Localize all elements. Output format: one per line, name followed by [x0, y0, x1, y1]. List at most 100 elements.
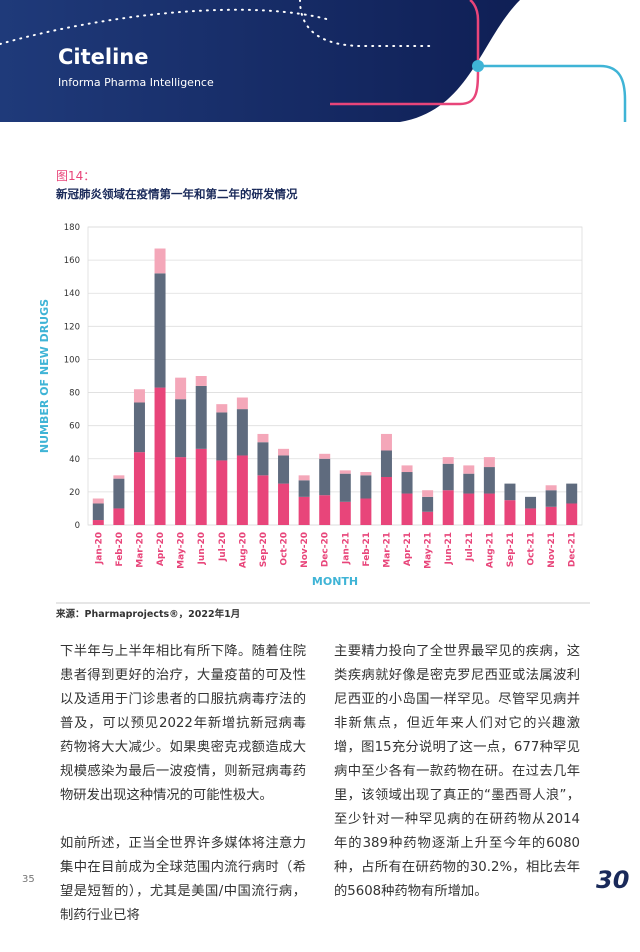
bar-segment [360, 498, 372, 525]
bar-segment [195, 376, 207, 386]
x-tick-label: May-21 [424, 532, 434, 569]
x-tick-label: Oct-20 [280, 532, 290, 566]
paragraph: 如前所述，正当全世界许多媒体将注意力集中在目前成为全球范围内流行病时（希望是短暂… [60, 836, 306, 923]
y-tick-label: 140 [64, 289, 80, 299]
bar-segment [483, 457, 495, 468]
tagline: Informa Pharma Intelligence [58, 76, 214, 89]
bar-segment [175, 457, 187, 525]
bar-segment [566, 483, 578, 504]
bar-segment [442, 463, 454, 491]
bar-segment [339, 473, 351, 502]
bar-segment [319, 458, 331, 496]
x-tick-label: Jan-20 [94, 532, 104, 565]
x-tick-label: Dec-20 [321, 532, 331, 567]
bar-segment [298, 496, 310, 525]
bar-segment [463, 473, 475, 494]
bar-segment [216, 404, 228, 413]
y-tick-label: 160 [64, 256, 80, 266]
page-graphics: Citeline Informa Pharma Intelligence 图14… [0, 0, 629, 894]
x-tick-label: Feb-21 [362, 532, 372, 567]
bar-segment [175, 377, 187, 400]
x-tick-label: May-20 [177, 532, 187, 569]
y-tick-label: 100 [64, 355, 80, 365]
x-tick-label: Nov-21 [547, 532, 557, 568]
bar-segment [154, 387, 166, 525]
y-tick-label: 40 [69, 455, 80, 465]
x-tick-label: Apr-20 [156, 532, 166, 566]
bar-segment [545, 490, 557, 507]
bar-segment [113, 478, 125, 509]
chart: 0 20 40 60 80 100 120 140 160 180 Jan-20 Feb-20 Mar-… [64, 223, 583, 569]
y-tick-label: 20 [69, 488, 80, 498]
x-tick-label: Sep-20 [259, 532, 269, 567]
bar-segment [442, 490, 454, 525]
bar-segment [133, 402, 145, 453]
bar-segment [463, 465, 475, 474]
bar-segment [278, 483, 290, 525]
bar-segment [298, 480, 310, 497]
bar-segment [113, 475, 125, 479]
bar-segment [216, 412, 228, 461]
bar-segment [360, 472, 372, 476]
bar-segment [545, 506, 557, 525]
bar-segment [216, 460, 228, 525]
y-tick-label: 180 [64, 223, 80, 233]
bar-segment [236, 397, 248, 410]
bar-segment [380, 476, 392, 525]
bar-segment [278, 448, 290, 456]
y-tick-label: 120 [64, 322, 80, 332]
bar-segment [113, 508, 125, 525]
bar-segment [422, 496, 434, 512]
bar-segment [360, 475, 372, 499]
x-tick-label: Jun-21 [444, 532, 454, 565]
left-column: 下半年与上半年相比有所下降。随着住院患者得到更好的治疗，大量疫苗的可及性以及适用… [60, 640, 306, 952]
bar-segment [401, 493, 413, 525]
bar-segment [133, 389, 145, 403]
bar-segment [278, 455, 290, 484]
x-tick-label: Mar-20 [135, 532, 145, 568]
x-tick-label: Feb-20 [115, 532, 125, 567]
bar-segment [298, 475, 310, 481]
x-axis-label: MONTH [312, 575, 358, 588]
y-tick-label: 0 [75, 521, 80, 531]
page: Citeline Informa Pharma Intelligence 图14… [0, 0, 630, 923]
page-number: 35 [22, 874, 35, 885]
bar-segment [504, 483, 516, 501]
header-dots [299, 0, 431, 47]
bar-segment [339, 501, 351, 525]
bar-segment [545, 485, 557, 491]
header-dots [0, 8, 331, 45]
paragraph: 主要精力投向了全世界最罕见的疾病，这类疾病就好像是密克罗尼西亚或法属波利尼西亚的… [334, 644, 580, 899]
x-tick-label: Apr-21 [403, 532, 413, 566]
bar-segment [401, 472, 413, 494]
paragraph: 下半年与上半年相比有所下降。随着住院患者得到更好的治疗，大量疫苗的可及性以及适用… [60, 644, 306, 803]
bar-segment [504, 500, 516, 525]
x-tick-label: Jun-20 [197, 532, 207, 565]
bar-segment [236, 455, 248, 525]
x-tick-label: Dec-21 [568, 532, 578, 567]
x-tick-label: Oct-21 [527, 532, 537, 566]
figure-label: 图14： [56, 169, 95, 183]
bar-segment [401, 465, 413, 473]
bar-segment [422, 490, 434, 497]
bar-segment [525, 496, 537, 509]
bar-segment [339, 470, 351, 474]
bar-segment [257, 442, 269, 476]
bar-segment [195, 448, 207, 525]
footer-logo: 30 [596, 866, 629, 894]
bar-segment [319, 453, 331, 459]
y-axis-label: NUMBER OF NEW DRUGS [38, 299, 51, 453]
bar-segment [483, 493, 495, 525]
x-tick-label: Aug-21 [485, 532, 495, 568]
figure-source: 来源：Pharmaprojects®，2022年1月 [55, 608, 240, 620]
header-dot [472, 60, 484, 72]
x-tick-label: Mar-21 [382, 532, 392, 568]
bar-segment [92, 503, 104, 521]
bar-segment [442, 457, 454, 464]
bar-segment [154, 248, 166, 274]
bar-segment [257, 475, 269, 525]
header-line [478, 64, 627, 122]
bar-segment [92, 520, 104, 525]
bar-segment [525, 508, 537, 525]
bar-segment [92, 498, 104, 504]
